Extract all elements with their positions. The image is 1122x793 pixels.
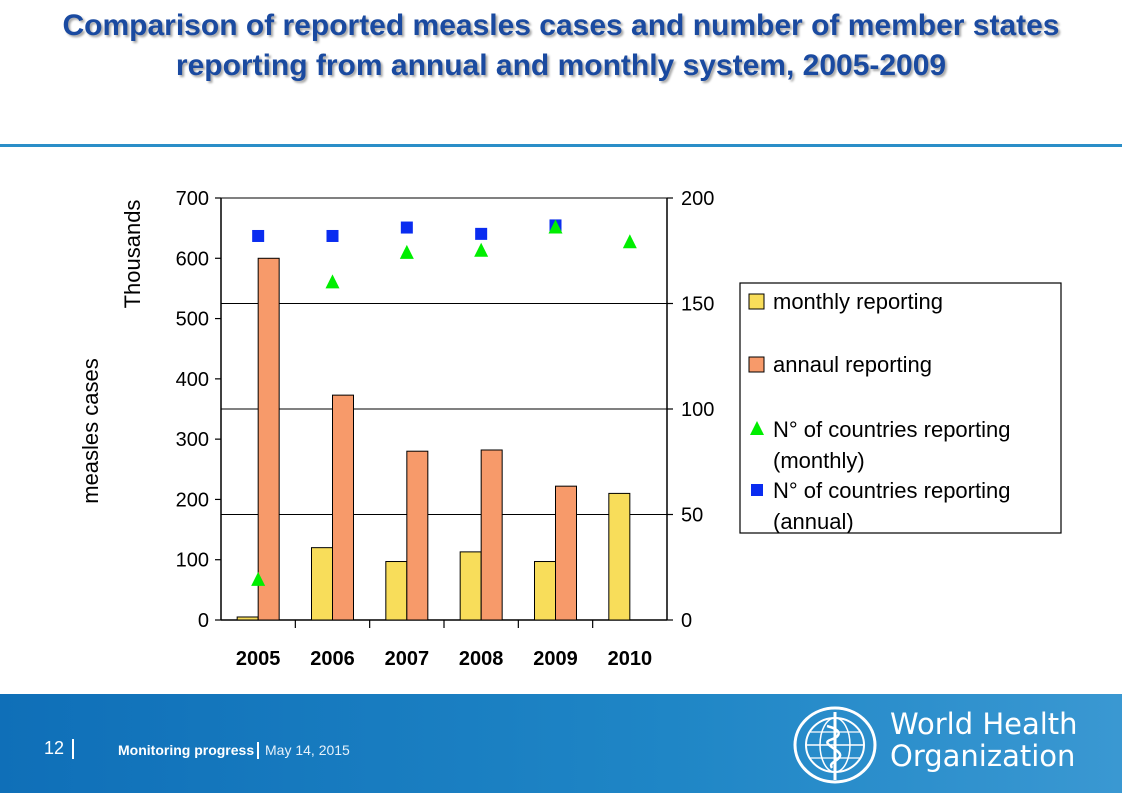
marker-annual-countries (326, 229, 339, 242)
page-number: 12 (44, 738, 65, 758)
marker-annual-countries (400, 221, 413, 234)
bar-monthly (534, 561, 556, 621)
bar-annual (555, 485, 577, 621)
marker-monthly-countries (399, 244, 414, 259)
organization-name-line1: World Health (890, 707, 1078, 741)
marker-monthly-countries (251, 571, 266, 586)
legend-swatch (748, 293, 765, 310)
bar-monthly (459, 551, 482, 621)
marker-annual-countries (475, 227, 488, 240)
y2-tick-label: 50 (681, 505, 703, 527)
x-tick-label: 2006 (310, 648, 355, 670)
bar-annual (406, 450, 429, 621)
y-axis-units: Thousands (120, 200, 145, 309)
y2-tick-label: 100 (681, 399, 714, 421)
legend-swatch (748, 356, 765, 373)
legend-label: monthly reporting (773, 289, 943, 314)
y2-tick-label: 0 (681, 610, 692, 632)
y-tick-label: 100 (176, 550, 209, 572)
y-tick-label: 0 (198, 610, 209, 632)
y-tick-label: 500 (176, 309, 209, 331)
bar-monthly (311, 547, 333, 621)
legend-label: (annual) (773, 509, 854, 534)
y2-tick-label: 150 (681, 294, 714, 316)
x-tick-label: 2008 (459, 648, 504, 670)
bar-monthly (236, 616, 259, 621)
y2-tick-label: 200 (681, 188, 714, 210)
bar-monthly (608, 492, 631, 621)
page-number-divider (72, 739, 74, 759)
organization-name-line2: Organization (890, 739, 1076, 773)
bar-annual (332, 394, 354, 621)
marker-monthly-countries (548, 219, 563, 234)
footer-date: May 14, 2015 (265, 742, 350, 758)
legend-box (739, 282, 1062, 534)
title-divider (0, 144, 1122, 147)
footer-bar: 12 Monitoring progress May 14, 2015 Worl… (0, 694, 1122, 793)
footer-section: Monitoring progress (118, 742, 255, 758)
bar-annual (480, 449, 503, 621)
legend-label: N° of countries reporting (773, 417, 1010, 442)
who-emblem-icon (793, 706, 877, 784)
y-axis-title: measles cases (78, 358, 103, 504)
marker-annual-countries (252, 229, 265, 242)
bar-monthly (385, 561, 408, 621)
marker-monthly-countries (622, 234, 637, 249)
legend-swatch (751, 484, 763, 496)
y-tick-label: 200 (176, 489, 209, 511)
organization-name: World Health Organization (890, 708, 1078, 772)
legend-label: annaul reporting (773, 352, 932, 377)
bar-annual (257, 257, 280, 621)
marker-monthly-countries (325, 274, 340, 289)
slide-title: Comparison of reported measles cases and… (62, 9, 1060, 82)
measles-chart: 0 100 200 300 400 500 600 700 0 50 100 150 200 2005 20… (78, 188, 1062, 670)
x-tick-label: 2010 (608, 648, 653, 670)
legend-label: N° of countries reporting (773, 478, 1010, 503)
x-tick-label: 2009 (533, 648, 578, 670)
x-tick-label: 2005 (236, 648, 281, 670)
legend-label: (monthly) (773, 448, 865, 473)
footer-divider (257, 742, 259, 759)
y-tick-label: 400 (176, 369, 209, 391)
y-tick-label: 600 (176, 248, 209, 270)
legend-swatch (750, 421, 764, 435)
x-tick-label: 2007 (385, 648, 430, 670)
y-tick-label: 300 (176, 429, 209, 451)
marker-monthly-countries (474, 242, 489, 257)
y-tick-label: 700 (176, 188, 209, 210)
